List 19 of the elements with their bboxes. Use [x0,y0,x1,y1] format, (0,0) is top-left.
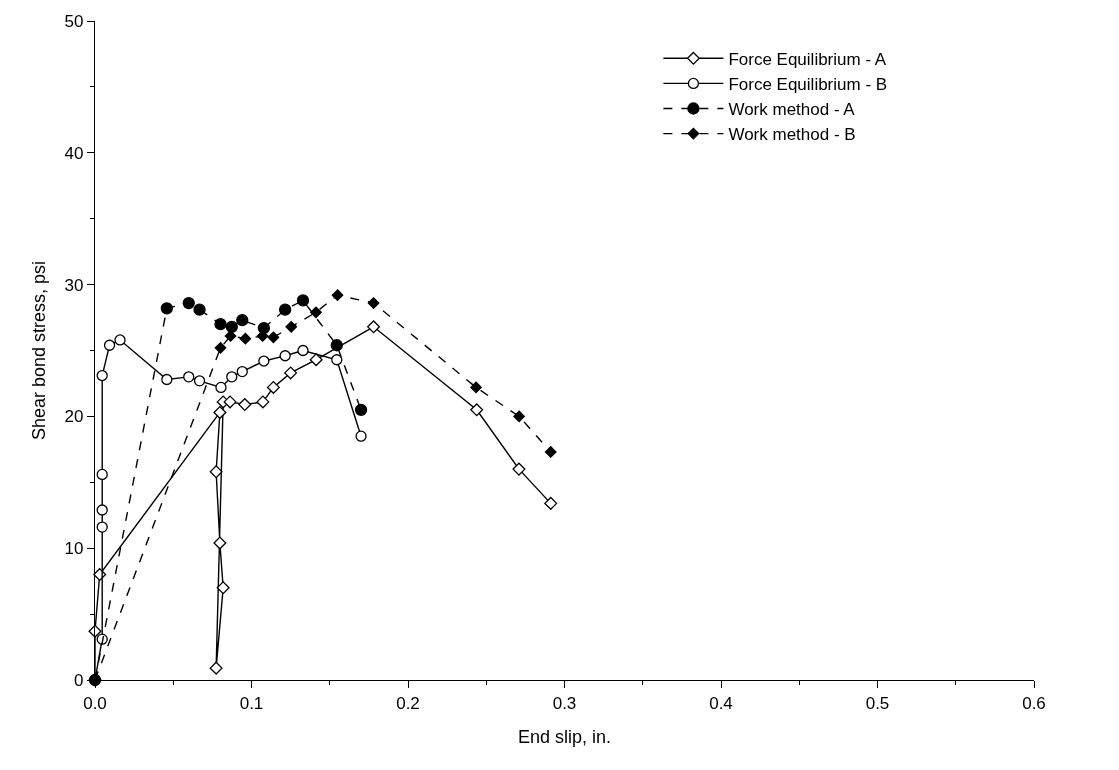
x-tick-label: 0.1 [239,693,264,713]
x-tick-label: 0.6 [1022,693,1046,713]
y-tick-label: 40 [64,143,84,163]
x-tick-label: 0.5 [865,693,890,713]
x-tick-label: 0.3 [552,693,577,713]
x-tick-label: 0.2 [396,693,420,713]
x-axis-title: End slip, in. [517,726,612,747]
y-tick-label: 10 [64,539,84,559]
legend-label: Force Equilibrium - A [728,49,887,69]
y-tick-label: 30 [64,275,84,295]
x-tick-label: 0.4 [709,693,733,713]
x-tick-label: 0.0 [83,693,107,713]
y-tick-label: 20 [64,407,84,427]
y-tick-label: 0 [74,670,84,690]
legend-label: Force Equilibrium - B [728,75,888,95]
legend-label: Work method - B [728,125,856,145]
y-tick-label: 50 [64,11,84,31]
legend-label: Work method - A [728,100,856,120]
y-axis-title: Shear bond stress, psi [28,260,49,441]
